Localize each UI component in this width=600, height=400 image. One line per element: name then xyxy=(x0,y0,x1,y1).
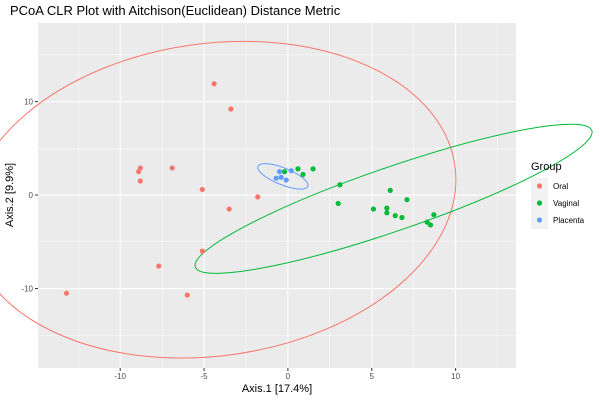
y-tick-label: 0 xyxy=(29,191,34,200)
point-vaginal xyxy=(337,182,343,188)
point-vaginal xyxy=(295,166,301,172)
point-placenta xyxy=(276,169,283,175)
ellipse-oral xyxy=(0,40,457,359)
point-vaginal xyxy=(431,212,437,218)
point-vaginal xyxy=(384,210,390,216)
x-tick-label: 10 xyxy=(451,372,460,381)
y-axis-ticks: -10 0 10 xyxy=(21,98,38,294)
x-axis-ticks: -10 -5 0 5 10 xyxy=(114,368,461,381)
point-vaginal xyxy=(310,166,316,172)
point-placenta xyxy=(288,168,294,174)
point-vaginal xyxy=(392,213,398,219)
legend-label-vaginal: Vaginal xyxy=(553,199,579,208)
point-vaginal xyxy=(281,169,288,175)
legend-label-placenta: Placenta xyxy=(553,216,585,225)
point-placenta xyxy=(273,175,279,181)
legend-swatch-placenta xyxy=(536,217,543,223)
point-vaginal xyxy=(387,187,393,193)
point-vaginal xyxy=(370,206,377,212)
point-vaginal xyxy=(399,214,405,221)
legend-swatch-vaginal xyxy=(536,200,543,206)
legend-items: Oral Vaginal Placenta xyxy=(531,178,585,229)
ellipse-vaginal xyxy=(194,123,593,274)
y-tick-label: -10 xyxy=(21,285,33,294)
chart-title: PCoA CLR Plot with Aitchison(Euclidean) … xyxy=(10,3,341,18)
legend-title: Group xyxy=(531,161,562,173)
x-axis-title: Axis.1 [17.4%] xyxy=(242,383,312,395)
x-tick-label: -5 xyxy=(200,372,208,381)
point-placenta xyxy=(278,174,284,180)
legend-label-oral: Oral xyxy=(553,182,568,191)
point-oral xyxy=(184,292,190,298)
ellipse-placenta xyxy=(257,163,309,190)
point-oral xyxy=(211,81,217,87)
point-vaginal xyxy=(384,205,390,211)
point-oral xyxy=(226,206,232,212)
point-oral xyxy=(199,248,205,254)
y-tick-label: 10 xyxy=(24,98,33,107)
x-tick-label: 5 xyxy=(370,372,375,381)
x-tick-label: -10 xyxy=(114,372,126,381)
confidence-ellipses xyxy=(0,40,593,359)
data-points xyxy=(63,81,437,298)
y-axis-title: Axis.2 [9.9%] xyxy=(4,163,16,227)
point-oral xyxy=(136,169,142,175)
point-vaginal xyxy=(335,200,341,207)
x-tick-label: 0 xyxy=(286,372,291,381)
grid-major xyxy=(38,23,516,368)
point-oral xyxy=(199,186,205,193)
point-vaginal xyxy=(404,197,410,203)
point-oral xyxy=(228,106,234,112)
point-oral xyxy=(137,178,143,184)
point-oral xyxy=(169,165,175,171)
point-oral xyxy=(255,194,261,200)
point-oral xyxy=(156,263,162,269)
point-vaginal xyxy=(427,222,434,228)
point-vaginal xyxy=(300,171,306,178)
legend: Group Oral Vaginal Placenta xyxy=(531,161,585,229)
legend-swatch-oral xyxy=(536,183,543,189)
point-placenta xyxy=(283,177,289,183)
plot-panel xyxy=(0,23,593,368)
point-oral xyxy=(63,290,70,296)
